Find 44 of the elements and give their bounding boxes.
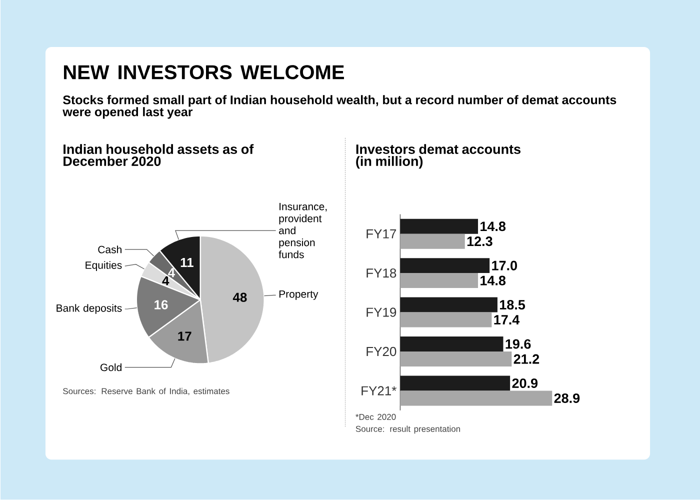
data-label: 4 — [162, 276, 170, 286]
data-label: 14.8 — [480, 222, 506, 232]
slice-label: Insurance, provident and pension funds — [278, 202, 327, 258]
bar — [400, 351, 512, 366]
y-tick-label: FY21* — [362, 386, 396, 396]
chart-title: Indian household assets as of December 2020 — [64, 144, 254, 166]
slice-label: Gold — [100, 363, 122, 372]
y-tick-label: FY19 — [366, 308, 396, 317]
data-label: 17.4 — [494, 315, 520, 324]
data-label: 14.8 — [480, 276, 506, 286]
bar — [400, 336, 504, 352]
data-label: 21.2 — [514, 354, 540, 364]
slice-label: Bank deposits — [56, 304, 122, 314]
data-label: 48 — [232, 292, 247, 302]
data-label: 17 — [178, 332, 192, 341]
source-note: Sources: Reserve Bank of India, estimates — [63, 388, 230, 396]
text: NEW INVESTORS WELCOME — [64, 65, 344, 80]
data-label: 19.6 — [506, 339, 531, 349]
text: *Dec 2020 — [356, 414, 396, 420]
bar — [400, 312, 492, 328]
slice-label: Cash — [98, 246, 122, 254]
source-note: Source: result presentation — [356, 426, 460, 434]
bar — [400, 234, 465, 249]
bar — [400, 218, 478, 234]
bar — [400, 390, 552, 406]
data-label: 17.0 — [492, 260, 517, 270]
y-tick-label: FY17 — [366, 229, 396, 238]
data-label: 16 — [154, 300, 168, 310]
chart-title: Investors demat accounts (in million) — [356, 144, 520, 169]
bar — [400, 297, 498, 312]
data-label: 18.5 — [500, 300, 526, 310]
bar — [400, 258, 490, 273]
data-label: 28.9 — [554, 393, 580, 403]
data-label: 20.9 — [512, 378, 538, 388]
bar — [400, 376, 510, 391]
y-tick-label: FY18 — [366, 268, 396, 278]
data-label: 4 — [168, 268, 176, 278]
slice-label: Property — [279, 290, 318, 300]
data-label: 12.3 — [467, 236, 492, 246]
text: Stocks formed small part of Indian household wealth, but a record number of demat accounts were opened last year — [62, 95, 616, 119]
y-tick-label: FY20 — [366, 346, 396, 356]
bar — [400, 272, 478, 288]
slice-label: Equities — [86, 261, 122, 271]
data-label: 11 — [180, 258, 194, 267]
